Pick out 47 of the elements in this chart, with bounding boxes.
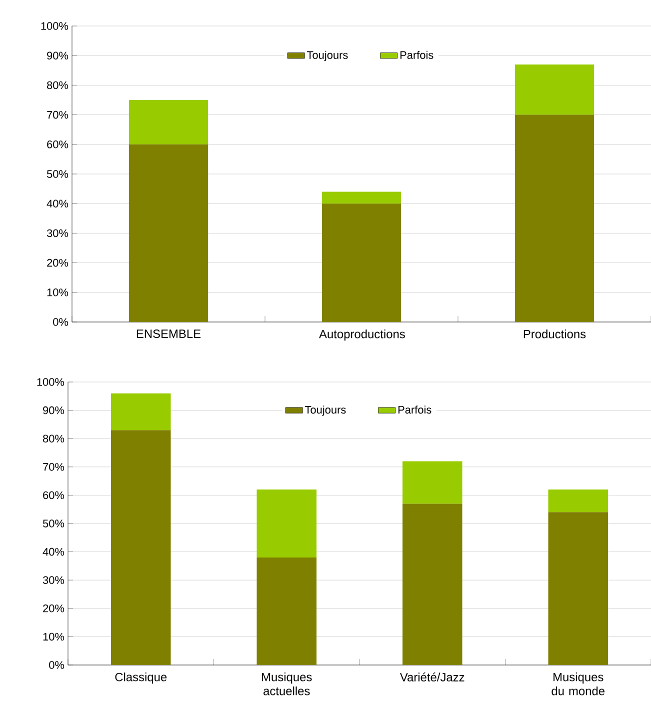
y-tick-label: 90%: [43, 406, 64, 414]
y-tick-label: 0%: [53, 318, 68, 326]
y-tick-label: 30%: [46, 229, 68, 238]
y-tick-label: 80%: [43, 434, 64, 442]
legend-label: Toujours: [306, 50, 348, 62]
bar: [322, 204, 402, 322]
y-tick-label: 40%: [42, 548, 64, 556]
y-tick-label: 100%: [41, 22, 68, 30]
bar: [514, 114, 594, 322]
y-tick-label: 100%: [37, 378, 64, 386]
bar: [402, 461, 462, 504]
y-tick-label: 10%: [47, 288, 68, 296]
bar: [402, 504, 462, 665]
x-tick-label: Classique: [115, 672, 167, 684]
bar: [256, 557, 317, 665]
y-tick-label: 30%: [42, 576, 64, 584]
x-tick-label: Variété/Jazz: [400, 672, 464, 682]
y-tick-label: 70%: [43, 463, 64, 471]
y-tick-label: 90%: [47, 52, 68, 60]
x-tick-label: Musiques du monde: [552, 672, 604, 696]
y-tick-label: 40%: [46, 200, 68, 208]
y-tick-label: 10%: [43, 632, 64, 641]
bar: [128, 100, 208, 144]
bar: [110, 393, 171, 430]
bar: [256, 490, 317, 558]
y-tick-label: 20%: [43, 604, 64, 612]
bar: [322, 192, 402, 204]
y-tick-label: 70%: [47, 110, 68, 119]
y-tick-label: 20%: [47, 258, 68, 267]
y-tick-label: 50%: [46, 170, 68, 178]
x-tick-label: ENSEMBLE: [136, 330, 201, 338]
legend-label: Parfois: [400, 50, 434, 59]
x-tick-label: Musiques actuelles: [262, 672, 312, 696]
y-tick-label: 0%: [49, 661, 64, 669]
bar: [548, 490, 608, 512]
bar: [514, 64, 594, 115]
legend-label: Toujours: [304, 406, 346, 416]
x-tick-label: Productions: [524, 330, 586, 338]
bar: [128, 144, 208, 322]
y-tick-label: 80%: [47, 81, 68, 90]
y-tick-label: 50%: [42, 520, 64, 528]
legend-label: Parfois: [398, 406, 432, 414]
y-tick-label: 60%: [47, 140, 68, 148]
bar: [110, 430, 171, 665]
x-tick-label: Autoproductions: [319, 330, 405, 341]
y-tick-label: 60%: [43, 491, 64, 500]
bar: [548, 512, 608, 665]
